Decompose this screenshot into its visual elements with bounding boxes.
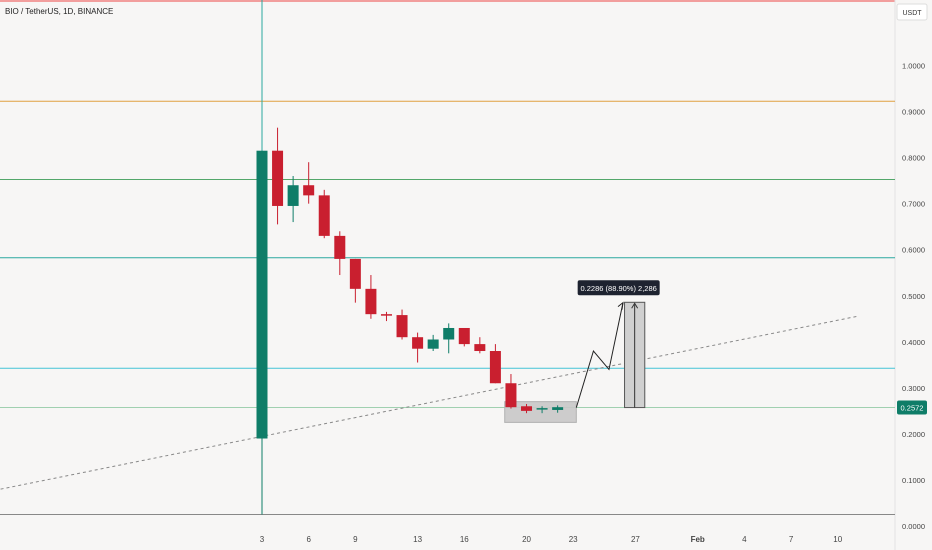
candle-body-down[interactable] [505, 383, 517, 408]
candle-body-up[interactable] [427, 339, 439, 349]
current-price-text: 0.2572 [901, 404, 924, 413]
y-tick-label: 0.0000 [902, 522, 925, 531]
candle-body-down[interactable] [303, 185, 315, 196]
candle-body-up[interactable] [287, 185, 299, 206]
y-tick-label: 0.4000 [902, 338, 925, 347]
y-tick-label: 1.0000 [902, 62, 925, 71]
projection-path[interactable] [575, 302, 624, 408]
y-tick-label: 0.9000 [902, 108, 925, 117]
y-tick-label: 0.5000 [902, 292, 925, 301]
measure-label-text: 0.2286 (88.90%) 2,286 [581, 284, 657, 293]
x-tick-label: 4 [742, 535, 747, 544]
projection-arrowhead [617, 301, 624, 310]
candle-body-up[interactable] [536, 408, 548, 410]
candle-body-up[interactable] [443, 327, 455, 340]
x-tick-label: 7 [789, 535, 794, 544]
x-tick-label: 23 [569, 535, 578, 544]
candle-body-down[interactable] [396, 315, 408, 338]
currency-tag-box[interactable] [896, 3, 928, 21]
measure-label-box [577, 280, 660, 296]
y-tick-label: 0.1000 [902, 476, 925, 485]
measure-arrowhead [631, 302, 639, 309]
candle-body-up[interactable] [256, 150, 268, 439]
y-tick-label: 0.8000 [902, 154, 925, 163]
candle-body-down[interactable] [489, 351, 501, 384]
y-tick-label: 0.3000 [902, 384, 925, 393]
x-tick-label: 13 [413, 535, 422, 544]
candle-body-down[interactable] [458, 327, 470, 345]
x-tick-label: 27 [631, 535, 640, 544]
candle-body-down[interactable] [334, 235, 346, 259]
symbol-title: BIO / TetherUS, 1D, BINANCE [5, 7, 113, 16]
x-tick-label: 20 [522, 535, 531, 544]
y-tick-label: 0.7000 [902, 200, 925, 209]
trendline[interactable] [0, 315, 857, 490]
candle-body-down[interactable] [318, 195, 330, 236]
candle-body-down[interactable] [521, 406, 533, 411]
currency-tag-label[interactable]: USDT [902, 10, 922, 17]
candle-body-down[interactable] [474, 344, 486, 352]
x-tick-label: 3 [260, 535, 265, 544]
x-tick-label: 9 [353, 535, 358, 544]
candle-body-down[interactable] [380, 314, 392, 316]
candle-body-down[interactable] [365, 288, 377, 315]
candle-body-down[interactable] [412, 337, 424, 349]
x-tick-label: Feb [691, 535, 705, 544]
candle-body-up[interactable] [552, 407, 564, 410]
x-tick-label: 6 [306, 535, 311, 544]
x-tick-label: 10 [833, 535, 842, 544]
current-price-tag[interactable] [897, 400, 927, 415]
candle-body-down[interactable] [349, 258, 361, 289]
candle-body-down[interactable] [272, 150, 284, 206]
y-tick-label: 0.6000 [902, 246, 925, 255]
x-tick-label: 16 [460, 535, 469, 544]
y-tick-label: 0.2000 [902, 430, 925, 439]
